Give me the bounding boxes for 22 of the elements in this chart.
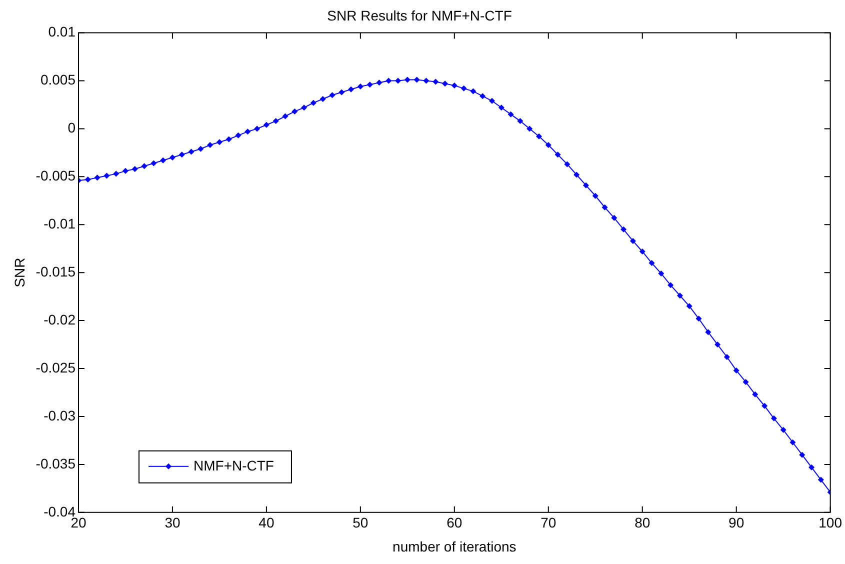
x-tick-label: 30 (164, 514, 180, 531)
y-tick-label: -0.03 (44, 407, 76, 424)
x-tick-label: 70 (540, 514, 556, 531)
x-tick-label: 80 (634, 514, 650, 531)
y-tick-label: -0.015 (36, 263, 76, 280)
y-tick-label: -0.02 (44, 311, 76, 328)
y-tick-label: -0.035 (36, 455, 76, 472)
y-tick-label: 0.005 (40, 72, 76, 88)
x-tick-label: 40 (258, 514, 274, 531)
x-tick-label: 60 (446, 514, 462, 531)
x-axis-title: number of iterations (392, 538, 516, 554)
y-tick-label: -0.005 (36, 168, 76, 184)
y-axis-title: SNR (11, 258, 28, 288)
chart-title: SNR Results for NMF+N-CTF (327, 7, 512, 24)
y-tick-label: 0.01 (48, 24, 76, 40)
y-tick-label: -0.01 (44, 216, 76, 232)
legend-label: NMF+N-CTF (193, 457, 274, 474)
x-tick-label: 100 (818, 514, 842, 531)
x-tick-label: 50 (352, 514, 368, 531)
y-tick-label: -0.025 (36, 359, 76, 376)
y-tick-label: 0 (68, 120, 76, 136)
x-tick-label: 90 (728, 514, 744, 531)
